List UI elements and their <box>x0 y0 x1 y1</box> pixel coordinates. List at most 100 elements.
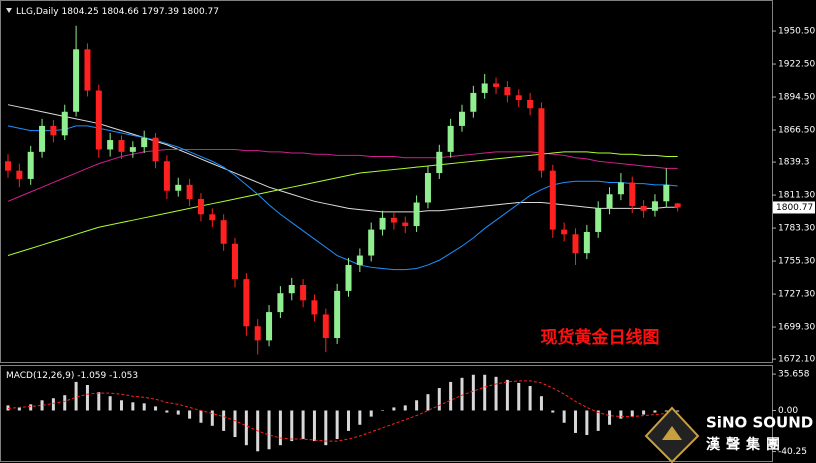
candle-body <box>493 83 500 88</box>
macd-bar <box>85 384 89 411</box>
candle-body <box>334 290 341 339</box>
logo-icon-inner <box>662 426 682 440</box>
macd-bar <box>562 410 566 423</box>
symbol: LLG,Daily <box>16 7 59 17</box>
macd-bar <box>483 374 487 411</box>
y-tick-label: 1950.50 <box>778 27 815 37</box>
y-tick-label: -40.25 <box>778 447 807 457</box>
candle-body <box>84 49 91 91</box>
candle-body <box>243 279 250 327</box>
candle-body <box>163 161 170 191</box>
macd-bar <box>494 376 498 411</box>
candle-body <box>504 87 511 96</box>
macd-bar <box>290 410 294 442</box>
macd-bar <box>199 410 203 423</box>
macd-bar <box>17 407 21 411</box>
candle-body <box>95 90 102 150</box>
y-tick-label: 1755.30 <box>778 257 815 267</box>
candle-body <box>651 201 658 211</box>
candle-body <box>277 293 284 313</box>
moving-average <box>7 148 678 202</box>
candle-body <box>379 217 386 230</box>
macd-header: MACD(12,26,9) -1.059 -1.053 <box>6 371 138 381</box>
candle-body <box>470 92 477 112</box>
macd-bar <box>267 410 271 450</box>
candle-body <box>220 220 227 244</box>
candle-body <box>129 147 136 152</box>
moving-average <box>7 151 678 257</box>
y-tick-label: 1894.50 <box>778 93 815 103</box>
candle-body <box>390 217 397 223</box>
moving-average <box>7 125 678 271</box>
candle-body <box>606 194 613 209</box>
macd-bar <box>505 379 509 411</box>
candle-body <box>368 229 375 256</box>
macd-bar <box>154 406 158 411</box>
header-icon <box>6 8 12 13</box>
logo-name: SiNO SOUND <box>706 414 813 432</box>
candle-body <box>413 202 420 227</box>
candle-body <box>50 125 57 136</box>
y-tick-label: 1699.30 <box>778 323 815 333</box>
candle-body <box>5 161 11 171</box>
macd-bar <box>358 410 362 425</box>
macd-bar <box>676 410 680 412</box>
y-tick-label: 1783.30 <box>778 224 815 234</box>
macd-bar <box>233 410 237 438</box>
candle-body <box>356 255 363 265</box>
macd-bar <box>619 410 623 419</box>
main-frame <box>0 0 773 363</box>
candle-body <box>311 300 318 315</box>
macd-bar <box>449 381 453 411</box>
macd-bar <box>97 392 101 411</box>
candle-body <box>629 182 636 207</box>
y-tick-label: 1866.50 <box>778 126 815 136</box>
macd-bar <box>471 374 475 411</box>
macd-bar <box>74 381 78 411</box>
logo-subtitle: 漢聲集團 <box>706 436 786 453</box>
candle-body <box>640 206 647 211</box>
chart-header: LLG,Daily 1804.25 1804.66 1797.39 1800.7… <box>16 7 219 17</box>
candle-body <box>583 231 590 254</box>
macd-bar <box>664 410 668 412</box>
candle-body <box>73 49 80 112</box>
last-open: 1804.25 <box>62 7 99 17</box>
candle-body <box>186 184 193 199</box>
macd-bar <box>40 400 44 411</box>
candle-body <box>447 125 454 152</box>
signal-line <box>7 380 678 442</box>
macd-bar <box>108 396 112 411</box>
candle-body <box>61 111 68 136</box>
candle-body <box>152 137 159 162</box>
y-tick-label: 35.658 <box>778 370 810 380</box>
macd-bar <box>539 396 543 411</box>
y-tick-label: 1672.10 <box>778 355 815 365</box>
macd-bar <box>630 410 634 417</box>
y-tick-label: 1839.3 <box>778 158 810 168</box>
moving-average <box>7 104 678 213</box>
macd-bar <box>381 410 385 411</box>
candle-body <box>197 198 204 215</box>
macd-bar <box>551 410 555 413</box>
candle-body <box>232 243 238 280</box>
candle-body <box>595 208 602 232</box>
macd-bar <box>642 410 646 415</box>
y-tick-label: 1727.30 <box>778 290 815 300</box>
macd-bar <box>210 410 214 426</box>
annotation: 现货黄金日线图 <box>541 327 660 348</box>
candle-body <box>663 184 670 202</box>
macd-frame <box>0 365 773 462</box>
macd-bar <box>29 404 33 411</box>
macd-bar <box>574 410 577 433</box>
macd-bar <box>176 410 180 415</box>
macd-bar <box>312 410 316 442</box>
macd-bar <box>335 410 339 440</box>
candle-body <box>345 264 352 291</box>
candle-body <box>16 170 23 179</box>
candle-body <box>515 95 522 100</box>
macd-bar <box>278 410 282 446</box>
macd-bar <box>142 403 146 411</box>
candle-body <box>254 326 261 341</box>
macd-bar <box>460 377 464 411</box>
